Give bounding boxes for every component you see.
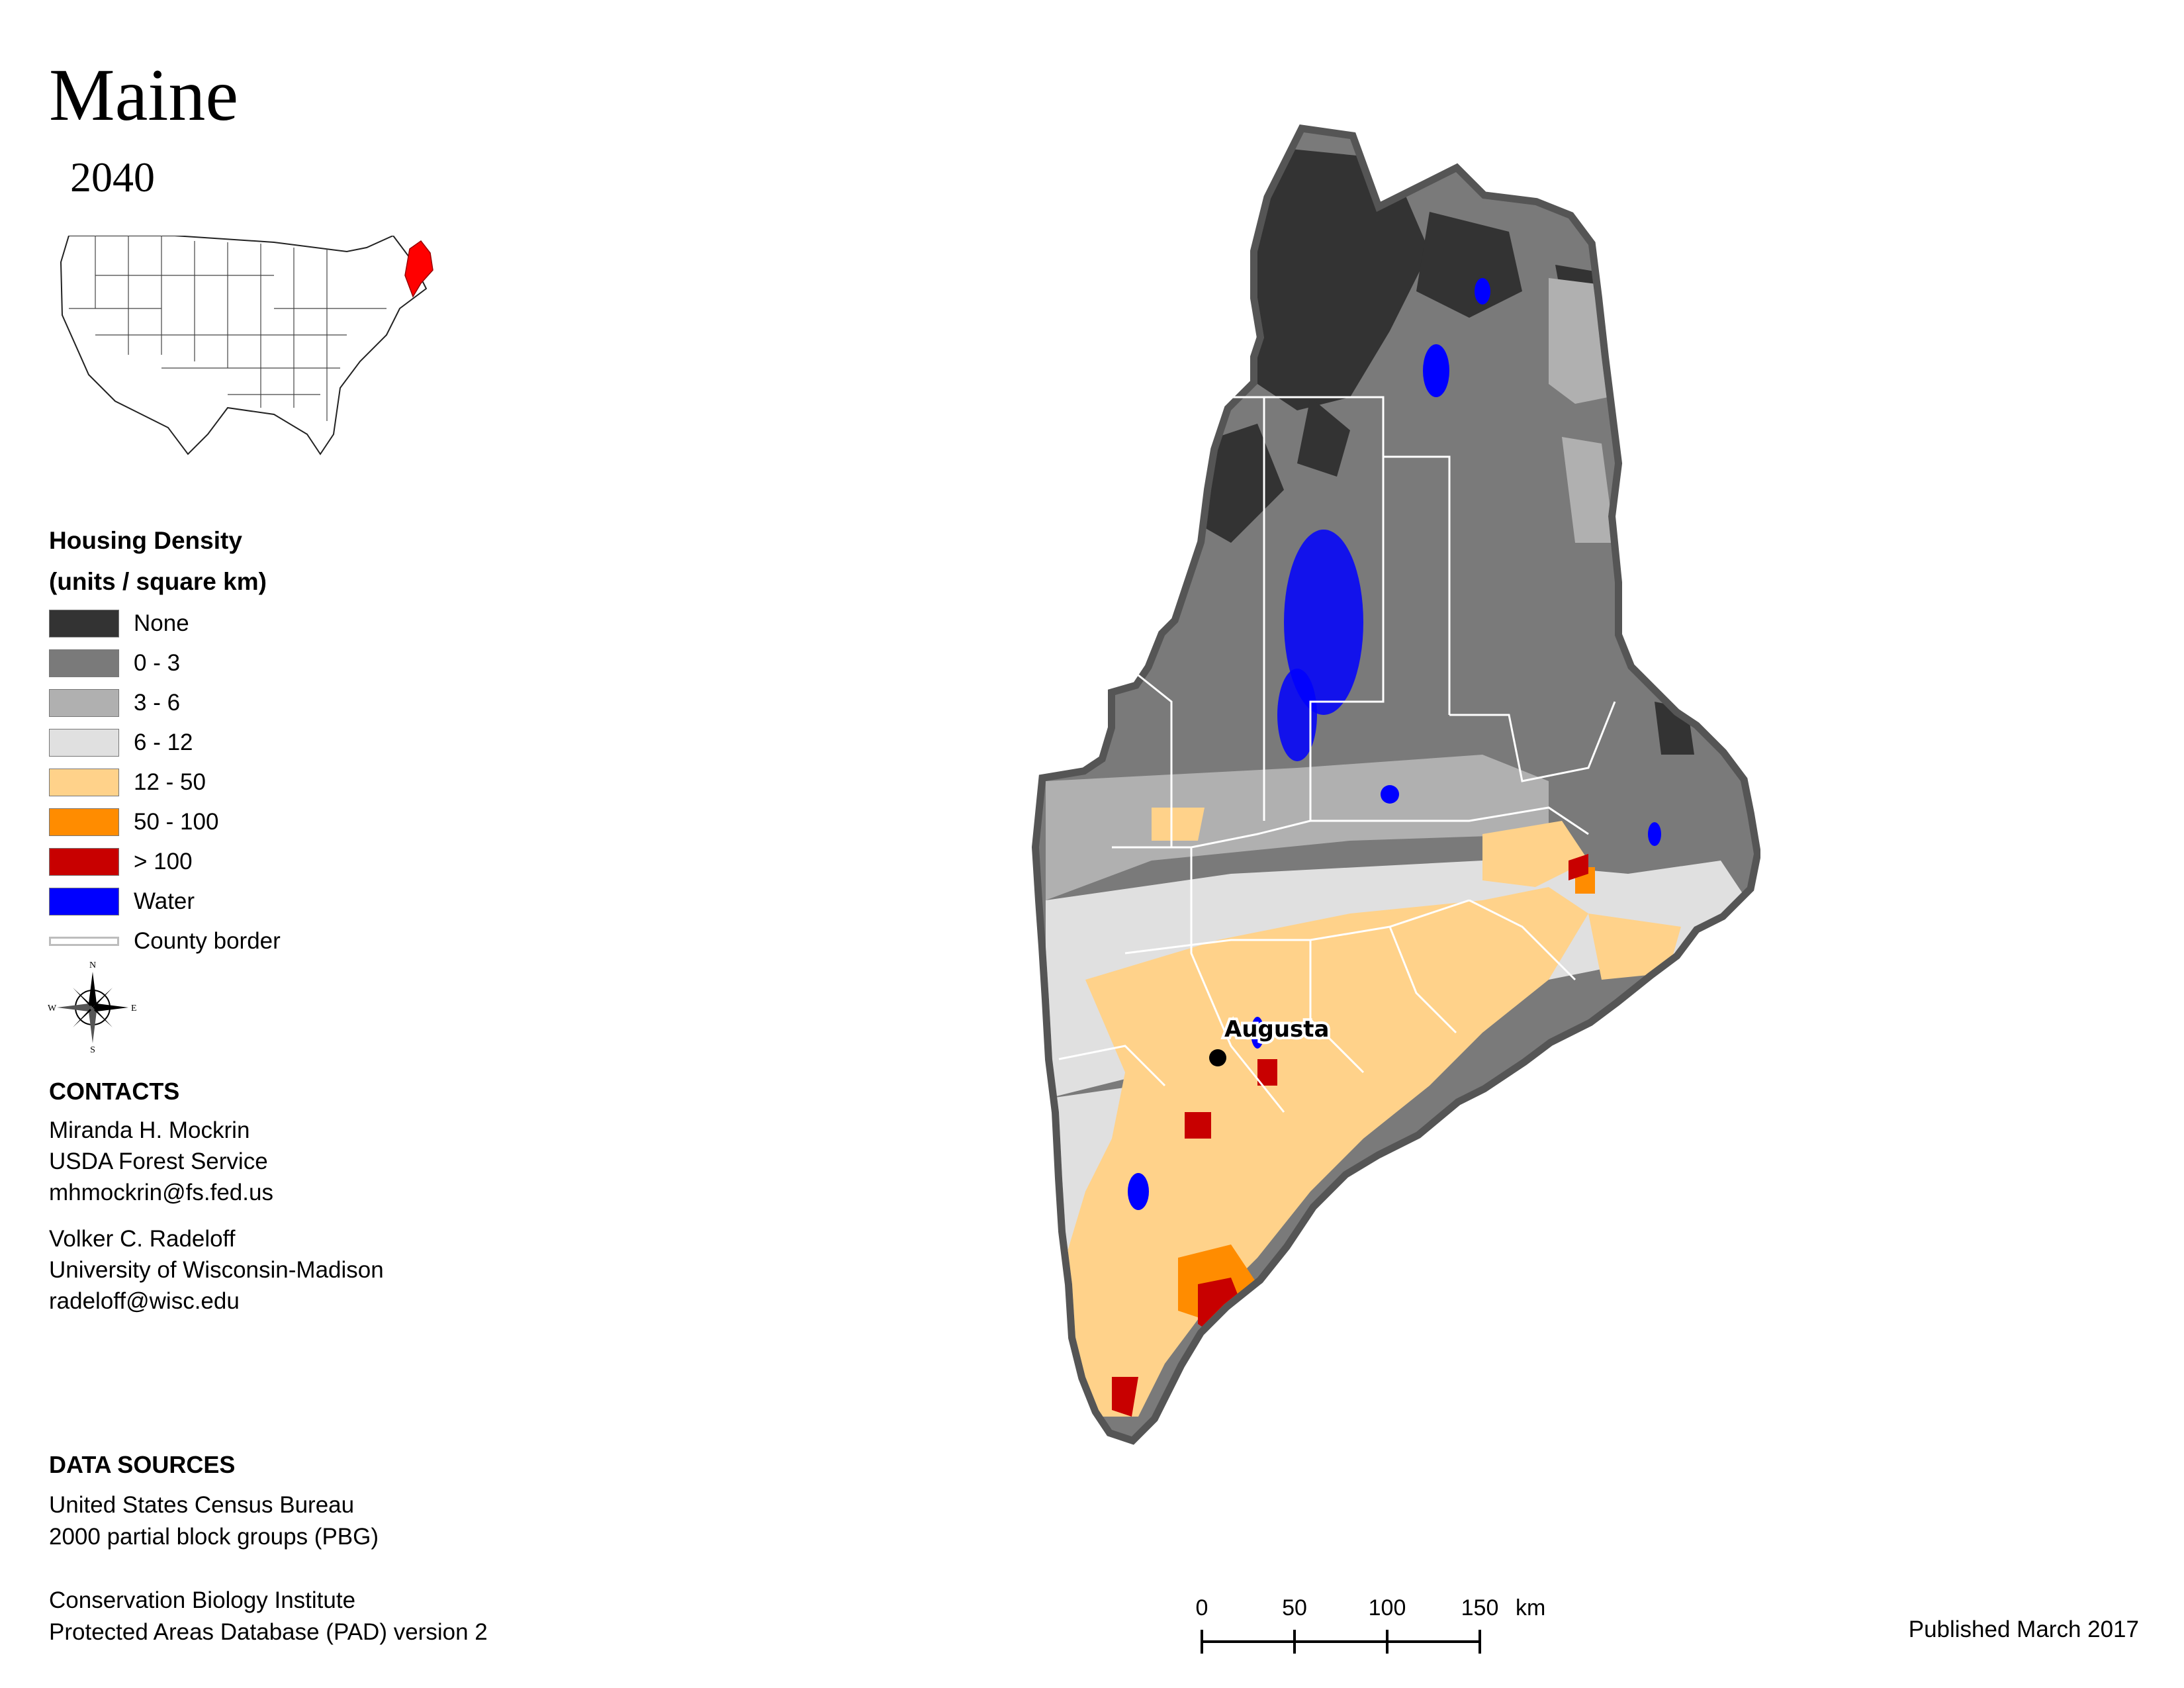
us-inset-map [60,236,433,455]
legend-swatch [49,689,119,717]
compass-n: N [89,961,96,970]
us-state-lines [69,236,387,421]
legend-swatch [49,888,119,915]
legend-label: 0 - 3 [134,650,181,676]
published-date: Published March 2017 [1908,1617,2139,1642]
legend-item-0-3: 0 - 3 [49,643,281,683]
legend-swatch [49,729,119,757]
source-line: 2000 partial block groups (PBG) [49,1524,379,1550]
legend-title-line2: (units / square km) [49,568,267,595]
legend-label: 12 - 50 [134,769,206,795]
legend-label: County border [134,928,281,954]
legend-label: 3 - 6 [134,690,181,716]
compass-e: E [131,1004,137,1013]
legend-swatch [49,610,119,637]
contact-org: USDA Forest Service [49,1149,268,1174]
legend-border-swatch [49,937,119,946]
legend-item-county-border: County border [49,921,281,961]
source-line: Conservation Biology Institute [49,1587,356,1613]
contact-name: Volker C. Radeloff [49,1226,236,1252]
legend-swatch [49,649,119,677]
contact-email[interactable]: mhmockrin@fs.fed.us [49,1180,273,1205]
legend-label: 6 - 12 [134,729,193,755]
legend-label: > 100 [134,849,193,874]
legend-swatch [49,848,119,876]
source-line: Protected Areas Database (PAD) version 2 [49,1619,488,1645]
scale-tick-label: 100 [1369,1595,1406,1620]
map-year: 2040 [70,154,155,201]
data-source-census: United States Census Bureau 2000 partial… [49,1489,379,1553]
legend-title: Housing Density (units / square km) [49,520,267,602]
compass-s: S [90,1045,95,1053]
legend-item-none: None [49,604,281,643]
legend-title-line1: Housing Density [49,527,242,554]
contact-name: Miranda H. Mockrin [49,1117,250,1143]
maine-housing-density-map: Augusta [887,119,1760,1456]
scale-tick-label: 50 [1282,1595,1307,1620]
legend-label: 50 - 100 [134,809,219,835]
scale-tick-label: 150 [1461,1595,1499,1620]
city-label-augusta: Augusta [1224,1016,1330,1043]
compass-rose-icon: N S W E [48,961,137,1053]
contact-2: Volker C. Radeloff University of Wiscons… [49,1223,384,1317]
scale-bar: 0 50 100 150 km [1196,1595,1545,1654]
legend-label: Water [134,888,195,914]
density-layer [1039,132,1754,1436]
compass-w: W [48,1004,57,1013]
legend-item-over-100: > 100 [49,842,281,882]
contacts-heading: CONTACTS [49,1078,180,1105]
legend-item-water: Water [49,882,281,921]
scale-tick-label: 0 [1196,1595,1208,1620]
legend-swatch [49,808,119,836]
us-outline [60,236,428,455]
legend-label: None [134,610,189,636]
county-borders [1058,396,1616,1113]
data-source-cbi: Conservation Biology Institute Protected… [49,1585,488,1648]
augusta-marker [1209,1049,1226,1066]
legend-item-3-6: 3 - 6 [49,683,281,723]
legend: None 0 - 3 3 - 6 6 - 12 12 - 50 50 - 100… [49,604,281,961]
contact-email[interactable]: radeloff@wisc.edu [49,1288,240,1314]
data-sources-heading: DATA SOURCES [49,1451,236,1478]
scale-unit: km [1516,1595,1545,1620]
legend-item-50-100: 50 - 100 [49,802,281,842]
scale-bar-line [1201,1630,1481,1654]
legend-item-6-12: 6 - 12 [49,723,281,763]
map-title: Maine [49,54,239,136]
legend-swatch [49,769,119,796]
maine-highlight [404,240,433,298]
contact-1: Miranda H. Mockrin USDA Forest Service m… [49,1115,273,1208]
contact-org: University of Wisconsin-Madison [49,1257,384,1283]
source-line: United States Census Bureau [49,1492,355,1518]
legend-item-12-50: 12 - 50 [49,763,281,802]
